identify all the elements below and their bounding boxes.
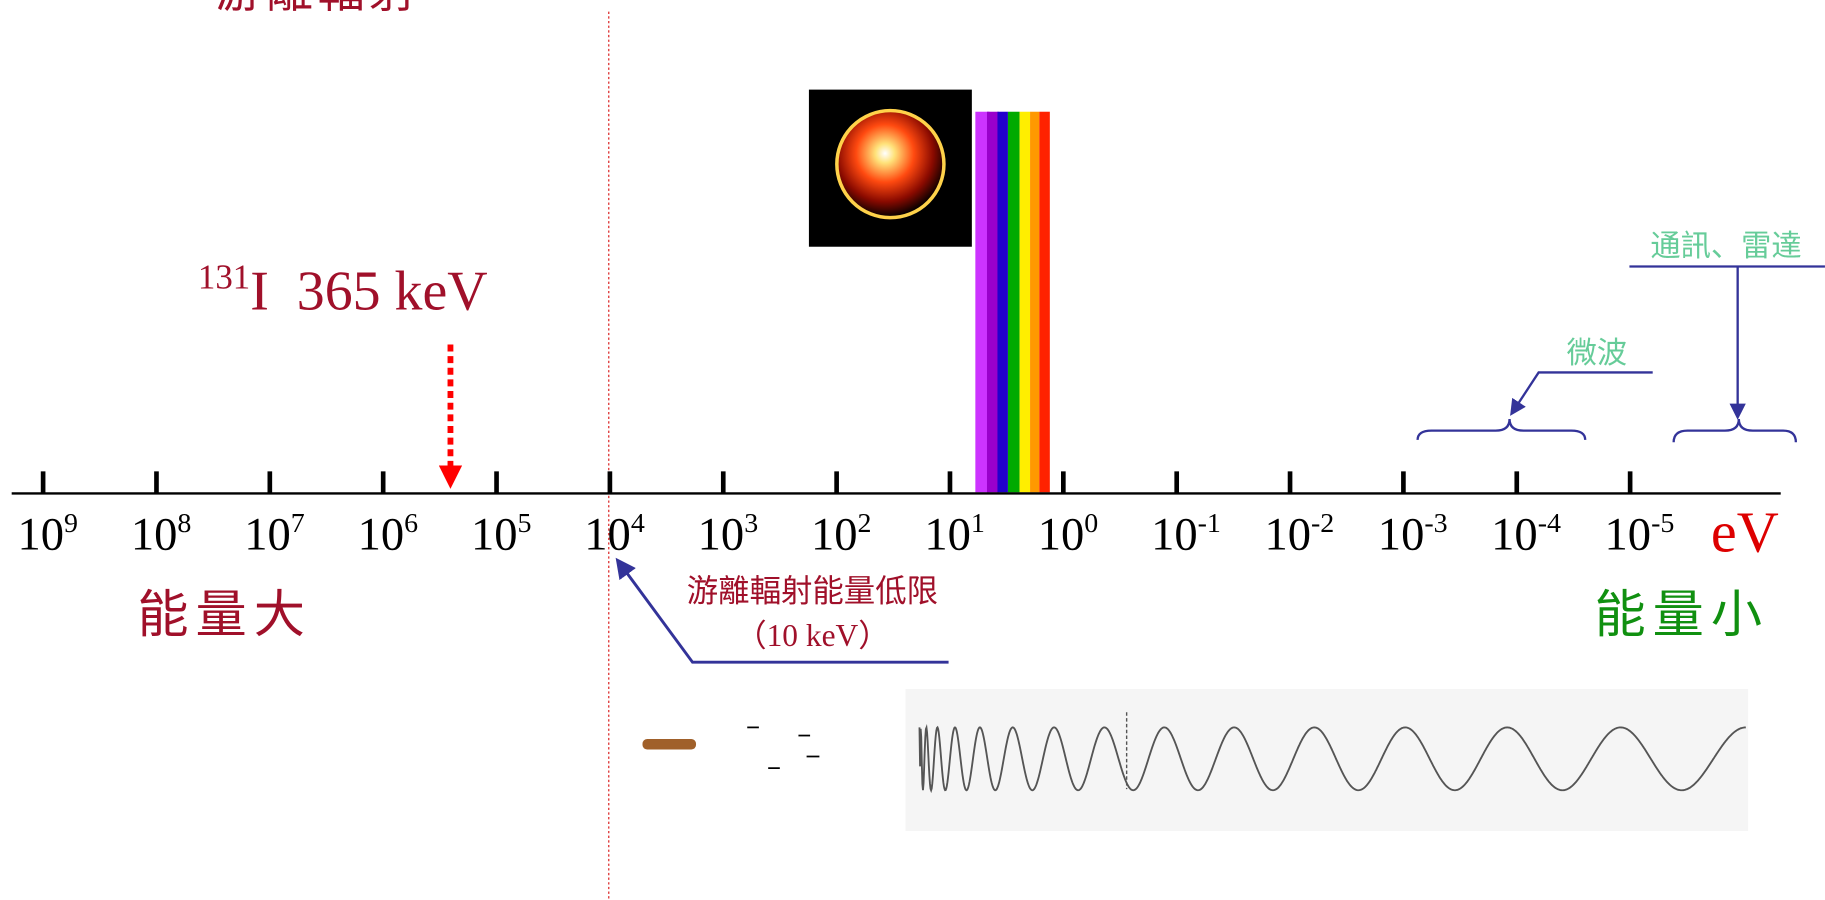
tick-label: 105 bbox=[471, 508, 532, 560]
radar-label: 通訊、雷達 bbox=[1650, 229, 1801, 264]
tick-exponent: 1 bbox=[971, 508, 985, 539]
wave-panel bbox=[906, 689, 1749, 831]
tick-exponent: 3 bbox=[744, 508, 758, 539]
diagram: 游離輻射 131I 365 keV 1091081071061051041031… bbox=[0, 0, 1825, 900]
tick-base: 10 bbox=[698, 509, 745, 560]
particles bbox=[747, 727, 819, 768]
isotope-mass: 131 bbox=[198, 258, 250, 297]
tick-base: 10 bbox=[471, 509, 518, 560]
microwave-label: 微波 bbox=[1567, 336, 1628, 371]
tick-exponent: 8 bbox=[177, 508, 191, 539]
tick-base: 10 bbox=[244, 509, 291, 560]
tick-base: 10 bbox=[1491, 509, 1538, 560]
tick-base: 10 bbox=[131, 509, 178, 560]
tick-exponent: 5 bbox=[517, 508, 531, 539]
tick-label: 107 bbox=[244, 508, 305, 560]
energy-low: 能量小 bbox=[1595, 585, 1770, 645]
threshold-label: 游離輻射能量低限 bbox=[687, 574, 938, 610]
tick-base: 10 bbox=[358, 509, 405, 560]
bullet bbox=[642, 739, 696, 749]
tick-exponent: -3 bbox=[1424, 508, 1447, 539]
tick-label: 10-1 bbox=[1151, 508, 1221, 560]
tick-base: 10 bbox=[1378, 509, 1425, 560]
tick-exponent: 9 bbox=[64, 508, 78, 539]
tick-base: 10 bbox=[924, 509, 971, 560]
tick-base: 10 bbox=[1605, 509, 1652, 560]
tick-exponent: 6 bbox=[404, 508, 418, 539]
tick-exponent: 7 bbox=[291, 508, 305, 539]
tick-exponent: 2 bbox=[858, 508, 872, 539]
tick-label: 100 bbox=[1038, 508, 1099, 560]
tick-base: 10 bbox=[1151, 509, 1198, 560]
tick-label: 102 bbox=[811, 508, 872, 560]
tick-label: 10-3 bbox=[1378, 508, 1448, 560]
tick-exponent: 4 bbox=[631, 508, 645, 539]
tick-label: 10-2 bbox=[1264, 508, 1334, 560]
tick-label: 101 bbox=[924, 508, 985, 560]
microwave-brace bbox=[1418, 419, 1586, 440]
tick-exponent: -2 bbox=[1311, 508, 1334, 539]
unit: eV bbox=[1711, 500, 1779, 565]
tick-base: 10 bbox=[1038, 509, 1085, 560]
tick-exponent: -1 bbox=[1198, 508, 1221, 539]
isotope-label: 131I 365 keV bbox=[198, 258, 488, 323]
tick-base: 10 bbox=[1264, 509, 1311, 560]
microwave-arrow bbox=[1512, 372, 1653, 413]
tick-exponent: 0 bbox=[1084, 508, 1098, 539]
tick-label: 103 bbox=[698, 508, 759, 560]
tick-label: 106 bbox=[358, 508, 419, 560]
isotope-energy: I 365 keV bbox=[250, 261, 487, 323]
tick-exponent: -5 bbox=[1651, 508, 1674, 539]
tick-label: 109 bbox=[18, 508, 79, 560]
tick-label: 108 bbox=[131, 508, 192, 560]
title: 游離輻射 bbox=[215, 0, 420, 18]
tick-label: 104 bbox=[584, 508, 645, 560]
tick-base: 10 bbox=[584, 509, 631, 560]
page: { "header": {"title": "游離輻射"}, "isotope"… bbox=[0, 0, 1825, 900]
tick-label: 10-5 bbox=[1605, 508, 1675, 560]
radar-brace bbox=[1674, 419, 1796, 442]
threshold-value: （10 keV） bbox=[735, 618, 889, 653]
energy-high: 能量大 bbox=[137, 585, 312, 645]
tick-base: 10 bbox=[811, 509, 858, 560]
tick-label: 10-4 bbox=[1491, 508, 1561, 560]
tick-exponent: -4 bbox=[1538, 508, 1561, 539]
tick-base: 10 bbox=[18, 509, 65, 560]
visible-spectrum bbox=[975, 112, 1049, 493]
